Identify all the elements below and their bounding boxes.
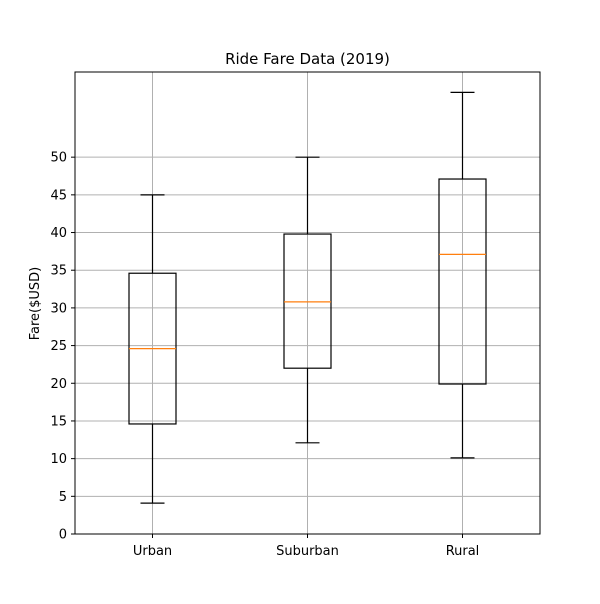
y-tick-label: 35 — [50, 264, 67, 279]
y-tick-label: 15 — [50, 414, 67, 429]
y-tick-label: 25 — [50, 339, 67, 354]
box-suburban — [283, 156, 332, 444]
iqr-box — [438, 178, 487, 385]
y-tick-label: 45 — [50, 188, 67, 203]
y-tick-label: 0 — [59, 528, 67, 543]
chart-title: Ride Fare Data (2019) — [225, 50, 390, 68]
x-tick-label: Urban — [133, 544, 172, 559]
y-tick-label: 20 — [50, 377, 67, 392]
y-tick-label: 40 — [50, 226, 67, 241]
box-urban — [128, 194, 177, 504]
y-tick-label: 30 — [50, 301, 67, 316]
x-tick-label: Suburban — [276, 544, 339, 559]
axis-layer: 0 5 10 15 20 25 30 35 40 45 50 Urban Suburban Rural — [50, 151, 479, 559]
iqr-box — [283, 233, 332, 369]
y-tick-label: 10 — [50, 452, 67, 467]
box-layer — [128, 91, 487, 504]
y-tick-label: 50 — [50, 151, 67, 166]
grid-layer — [75, 72, 540, 535]
y-tick-label: 5 — [59, 490, 67, 505]
y-axis-label: Fare($USD) — [28, 267, 43, 341]
x-tick-label: Rural — [446, 544, 480, 559]
box-rural — [438, 91, 487, 459]
